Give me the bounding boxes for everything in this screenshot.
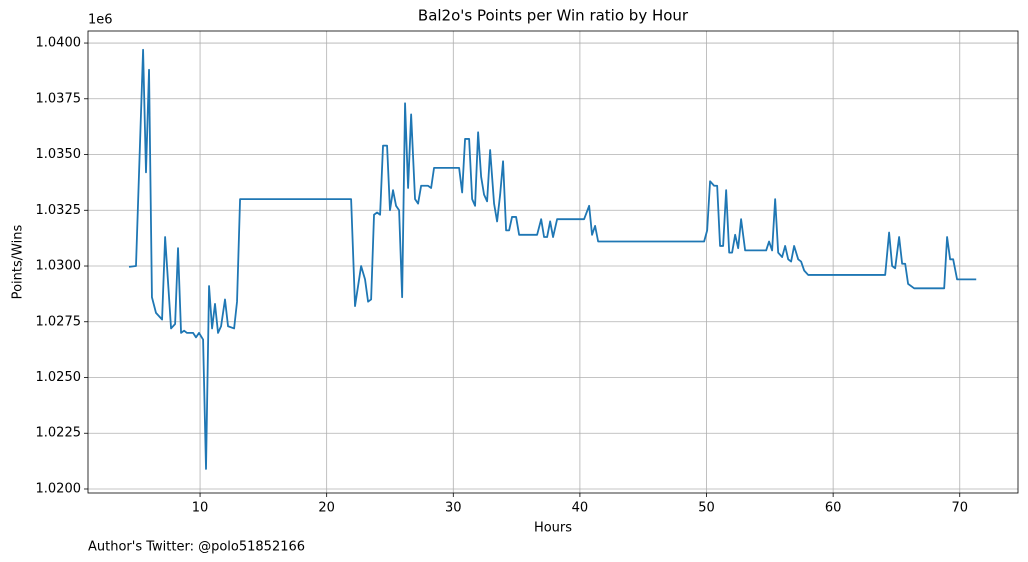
plot-frame (87, 30, 1019, 494)
x-tick-label: 70 (951, 501, 968, 516)
line (128, 48, 977, 470)
y-tick-label: 1.0200 (36, 481, 82, 496)
footnote: Author's Twitter: @polo51852166 (88, 540, 305, 555)
x-tick-label: 40 (572, 501, 589, 516)
x-tick-label: 50 (698, 501, 715, 516)
y-tick-label: 1.0275 (36, 314, 82, 329)
y-tick-label: 1.0375 (36, 91, 82, 106)
y-tick-label: 1.0350 (36, 147, 82, 162)
x-tick-label: 30 (445, 501, 462, 516)
chart-title: Bal2o's Points per Win ratio by Hour (418, 7, 689, 25)
y-tick-label: 1.0325 (36, 203, 82, 218)
x-tick-label: 60 (825, 501, 842, 516)
y-tick-label: 1.0300 (36, 259, 82, 274)
y-tick-label: 1.0250 (36, 370, 82, 385)
y-offset-label: 1e6 (88, 13, 113, 28)
x-tick-label: 10 (192, 501, 209, 516)
y-tick-label: 1.0400 (36, 36, 82, 51)
x-tick-label: 20 (318, 501, 335, 516)
y-axis-label: Points/Wins (11, 224, 26, 299)
x-axis-label: Hours (534, 521, 572, 536)
y-tick-label: 1.0225 (36, 426, 82, 441)
